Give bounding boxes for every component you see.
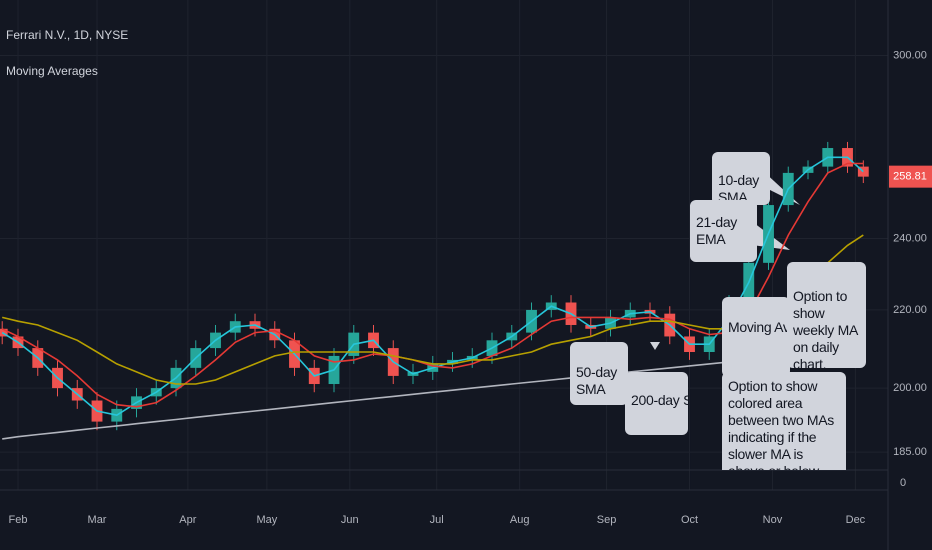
x-tick-label: Aug [510, 514, 530, 526]
candle-body [857, 166, 869, 177]
x-tick-label: Dec [846, 514, 866, 526]
y-tick-label: 240.00 [893, 232, 927, 244]
candle-body [0, 328, 8, 337]
x-tick-label: Sep [597, 514, 617, 526]
callout-pointer [650, 342, 660, 350]
x-tick-label: Mar [88, 514, 107, 526]
callout: 21-day EMA [690, 200, 757, 262]
y-tick-label: 300.00 [893, 49, 927, 61]
x-tick-label: Nov [763, 514, 783, 526]
y-tick-label: 200.00 [893, 382, 927, 394]
callout: Option to show weekly MA on daily chart. [787, 262, 866, 368]
x-tick-label: Jun [341, 514, 359, 526]
callout: Option to show colored area between two … [722, 372, 846, 470]
x-tick-label: Feb [9, 514, 28, 526]
callout: 200-day SMA [625, 372, 688, 435]
indicator-name: Moving Averages [6, 64, 98, 78]
x-tick-label: Jul [430, 514, 444, 526]
chart-title: Ferrari N.V., 1D, NYSE [6, 28, 128, 42]
y-tick-label: 185.00 [893, 446, 927, 458]
x-tick-label: May [256, 514, 277, 526]
x-tick-label: Apr [179, 514, 196, 526]
lower-pane-tick-label: 0 [900, 477, 906, 489]
callout: 10-day SMA [712, 152, 770, 205]
callout: 50-day SMA [570, 342, 628, 405]
x-tick-label: Oct [681, 514, 698, 526]
last-price-box [889, 165, 932, 188]
y-tick-label: 220.00 [893, 304, 927, 316]
last-price-label: 258.81 [893, 171, 927, 183]
callout: Moving Averages [722, 297, 790, 377]
